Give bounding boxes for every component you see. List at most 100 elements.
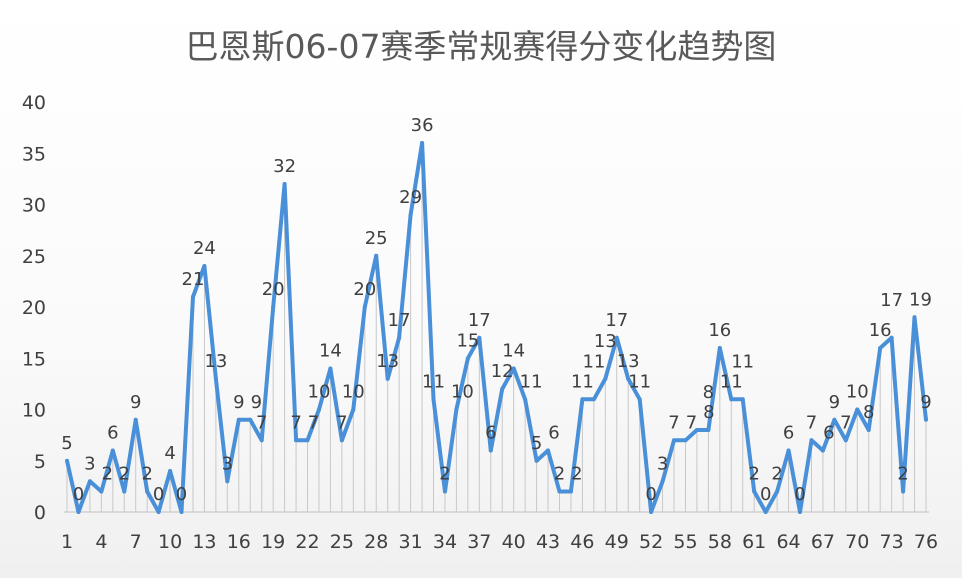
data-point bbox=[374, 253, 379, 258]
x-tick-label: 70 bbox=[845, 531, 869, 553]
x-tick-label: 22 bbox=[295, 531, 319, 553]
data-label: 17 bbox=[388, 310, 411, 331]
data-point bbox=[546, 448, 551, 453]
x-tick-label: 73 bbox=[880, 531, 904, 553]
data-label: 36 bbox=[411, 115, 434, 136]
data-point bbox=[511, 366, 516, 371]
data-label: 17 bbox=[880, 290, 903, 311]
data-label: 10 bbox=[308, 382, 331, 403]
y-tick-label: 20 bbox=[22, 297, 46, 319]
data-point bbox=[763, 510, 768, 514]
data-label: 7 bbox=[256, 412, 267, 433]
data-point bbox=[672, 438, 677, 443]
data-point bbox=[248, 417, 253, 422]
x-tick-label: 76 bbox=[914, 531, 938, 553]
data-point bbox=[133, 417, 138, 422]
data-point bbox=[259, 438, 264, 443]
data-point bbox=[442, 489, 447, 494]
x-tick-label: 67 bbox=[811, 531, 835, 553]
data-label: 12 bbox=[491, 361, 514, 382]
data-point bbox=[179, 510, 184, 514]
data-point bbox=[729, 397, 734, 402]
data-point bbox=[339, 438, 344, 443]
data-label: 11 bbox=[582, 351, 605, 372]
data-label: 2 bbox=[771, 464, 782, 485]
data-label: 3 bbox=[222, 453, 233, 474]
data-point bbox=[912, 315, 917, 320]
data-label: 13 bbox=[376, 351, 399, 372]
data-label: 2 bbox=[141, 464, 152, 485]
data-point bbox=[809, 438, 814, 443]
data-point bbox=[717, 346, 722, 350]
data-label: 13 bbox=[204, 351, 227, 372]
x-tick-label: 16 bbox=[227, 531, 251, 553]
x-tick-label: 58 bbox=[708, 531, 732, 553]
data-point bbox=[889, 335, 894, 340]
data-label: 2 bbox=[571, 464, 582, 485]
y-tick-label: 15 bbox=[22, 348, 46, 370]
data-label: 16 bbox=[869, 320, 892, 341]
data-label: 7 bbox=[668, 412, 679, 433]
x-tick-label: 61 bbox=[742, 531, 766, 553]
data-point bbox=[878, 346, 883, 350]
data-label: 11 bbox=[422, 371, 445, 392]
y-tick-label: 30 bbox=[22, 195, 46, 217]
data-label: 6 bbox=[107, 423, 118, 444]
data-label: 9 bbox=[251, 392, 262, 413]
data-label: 11 bbox=[520, 371, 543, 392]
data-label: 4 bbox=[164, 443, 175, 464]
data-label: 19 bbox=[909, 289, 932, 310]
data-point bbox=[351, 407, 356, 412]
data-label: 13 bbox=[594, 331, 617, 352]
data-point bbox=[168, 469, 173, 473]
x-tick-label: 13 bbox=[192, 531, 216, 553]
x-tick-label: 31 bbox=[399, 531, 423, 553]
data-label: 11 bbox=[628, 371, 651, 392]
data-point bbox=[843, 438, 848, 443]
data-point bbox=[660, 479, 665, 484]
x-tick-label: 43 bbox=[536, 531, 560, 553]
data-point bbox=[775, 489, 780, 494]
data-point bbox=[683, 438, 688, 443]
data-point bbox=[649, 510, 654, 514]
data-label: 32 bbox=[273, 156, 296, 177]
data-label: 7 bbox=[336, 412, 347, 433]
x-tick-label: 37 bbox=[467, 531, 491, 553]
data-label: 8 bbox=[703, 402, 714, 423]
data-label: 24 bbox=[193, 238, 216, 259]
data-point bbox=[465, 356, 470, 361]
data-label: 10 bbox=[846, 382, 869, 403]
x-tick-label: 28 bbox=[364, 531, 388, 553]
data-point bbox=[786, 448, 791, 453]
data-label: 17 bbox=[605, 310, 628, 331]
data-label: 15 bbox=[456, 330, 479, 351]
y-tick-label: 0 bbox=[34, 502, 46, 524]
data-label: 14 bbox=[502, 341, 525, 362]
data-label: 9 bbox=[829, 392, 840, 413]
x-tick-label: 7 bbox=[130, 531, 142, 553]
data-label: 6 bbox=[548, 423, 559, 444]
data-label: 11 bbox=[720, 371, 743, 392]
data-point bbox=[122, 489, 127, 494]
data-point bbox=[420, 141, 425, 145]
data-label: 0 bbox=[794, 484, 805, 505]
data-point bbox=[694, 428, 699, 432]
data-label: 7 bbox=[308, 412, 319, 433]
data-label: 9 bbox=[233, 392, 244, 413]
data-point bbox=[626, 376, 631, 381]
data-point bbox=[534, 458, 539, 463]
data-label: 8 bbox=[703, 382, 714, 403]
data-label: 20 bbox=[262, 279, 285, 300]
data-point bbox=[866, 428, 871, 432]
data-point bbox=[362, 305, 367, 309]
y-tick-label: 25 bbox=[22, 246, 46, 268]
data-point bbox=[614, 335, 619, 340]
data-point bbox=[431, 397, 436, 402]
data-label: 29 bbox=[399, 187, 422, 208]
x-tick-label: 52 bbox=[639, 531, 663, 553]
data-label: 2 bbox=[439, 464, 450, 485]
x-tick-label: 55 bbox=[673, 531, 697, 553]
data-label: 2 bbox=[554, 464, 565, 485]
data-point bbox=[500, 387, 505, 391]
